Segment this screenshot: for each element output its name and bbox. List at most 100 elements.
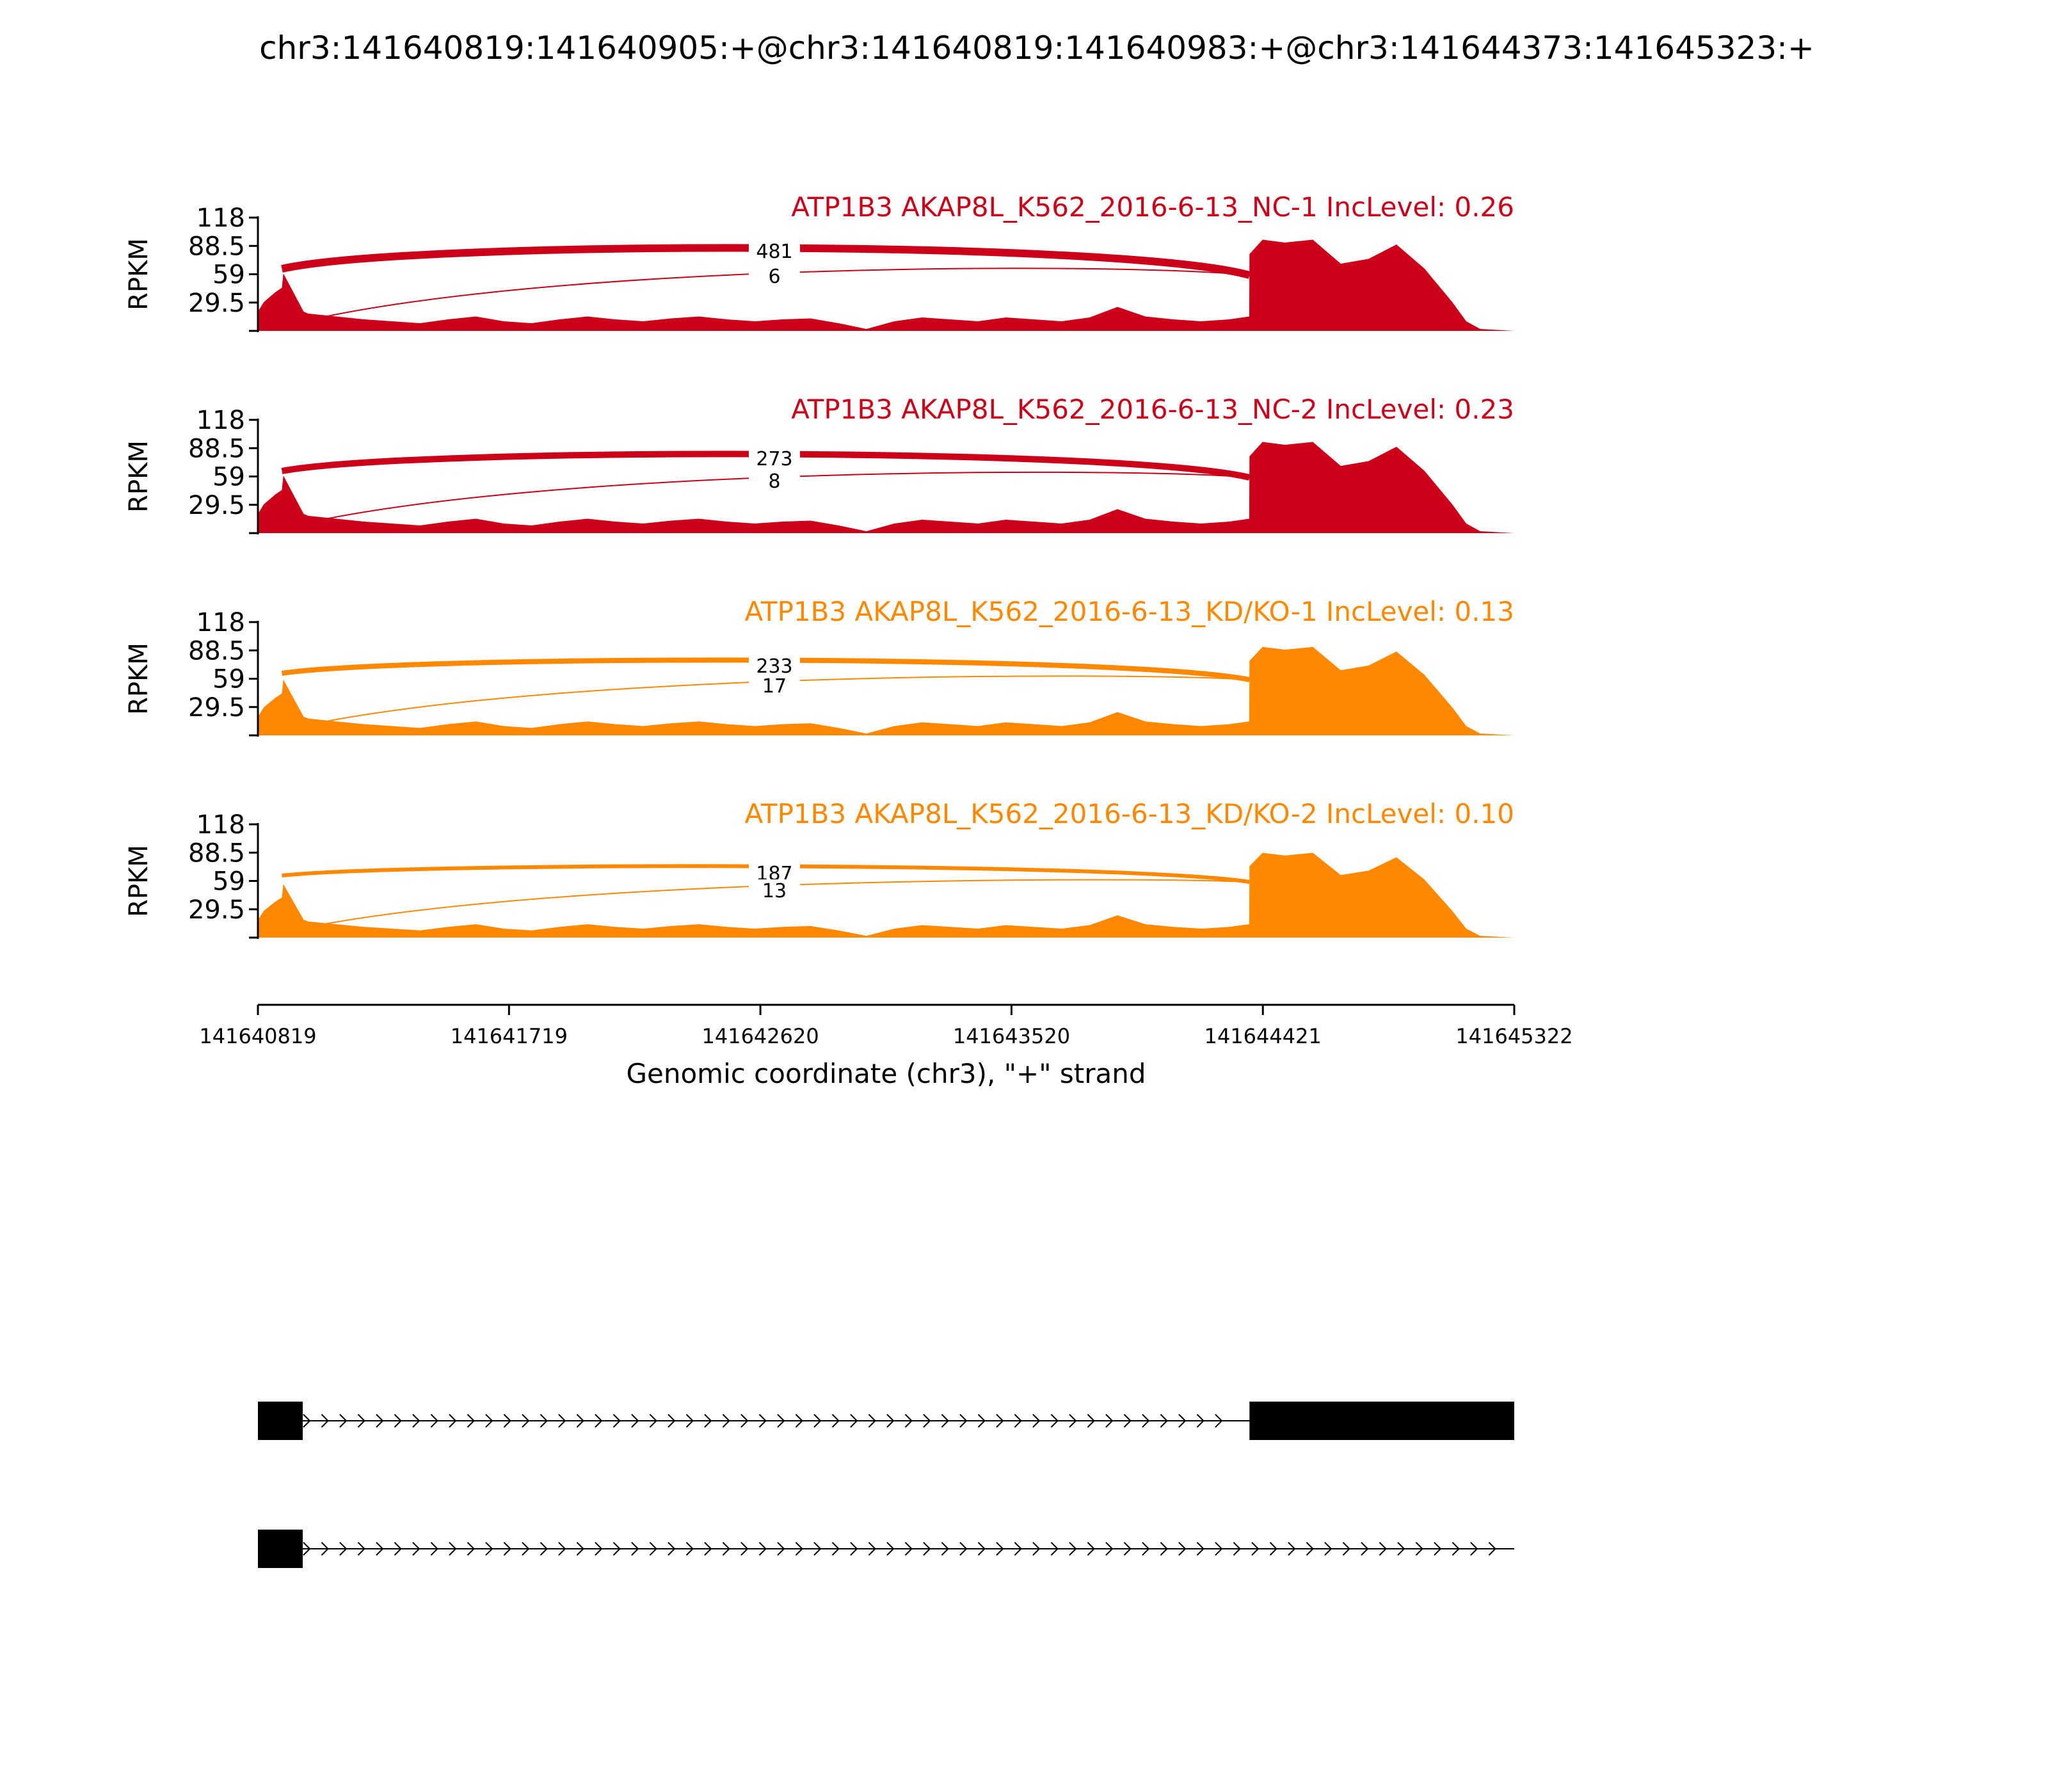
strand-arrow-1-42 [1050, 1414, 1059, 1428]
strand-arrow-1-23 [704, 1414, 712, 1428]
y-tick-label-4-2: 59 [212, 867, 245, 897]
y-tick-label-1-0: 118 [196, 204, 245, 233]
strand-arrow-1-44 [1087, 1414, 1095, 1428]
junction-label-bg-1-1 [749, 240, 800, 264]
junction-label-bg-1-2 [749, 265, 800, 289]
strand-arrow-1-46 [1123, 1414, 1132, 1428]
strand-arrow-1-30 [831, 1414, 840, 1428]
y-tick-label-1-3: 29.5 [188, 289, 245, 318]
strand-arrow-1-37 [959, 1414, 968, 1428]
strand-arrow-2-18 [612, 1542, 621, 1556]
strand-arrow-2-3 [339, 1542, 348, 1556]
y-tick-label-4-3: 29.5 [188, 895, 245, 925]
strand-arrow-2-23 [704, 1542, 712, 1556]
strand-arrow-2-64 [1452, 1542, 1460, 1556]
junction-label-bg-2-2 [749, 470, 800, 494]
strand-arrow-1-51 [1215, 1414, 1223, 1428]
y-tick-label-2-1: 88.5 [188, 434, 245, 463]
strand-arrow-1-22 [685, 1414, 694, 1428]
strand-arrow-2-32 [868, 1542, 876, 1556]
strand-arrow-1-9 [449, 1414, 457, 1428]
junction-label-bg-4-2 [749, 879, 800, 904]
strand-arrow-2-38 [977, 1542, 986, 1556]
strand-arrow-2-42 [1050, 1542, 1059, 1556]
strand-arrow-2-2 [321, 1542, 329, 1556]
strand-arrow-2-47 [1142, 1542, 1150, 1556]
strand-arrow-1-10 [467, 1414, 475, 1428]
strand-arrow-2-14 [540, 1542, 548, 1556]
strand-arrow-1-48 [1160, 1414, 1168, 1428]
strand-arrow-2-57 [1324, 1542, 1332, 1556]
strand-arrow-2-24 [722, 1542, 730, 1556]
strand-arrow-1-7 [412, 1414, 420, 1428]
strand-arrow-1-18 [612, 1414, 621, 1428]
junction-count-2-2: 8 [768, 470, 780, 493]
x-tick-label-1: 141641719 [451, 1024, 568, 1048]
strand-arrow-2-40 [1014, 1542, 1022, 1556]
strand-arrow-1-33 [886, 1414, 895, 1428]
figure-title: chr3:141640819:141640905:+@chr3:14164081… [259, 29, 1814, 67]
y-tick-label-2-0: 118 [196, 406, 245, 435]
strand-arrow-2-48 [1160, 1542, 1168, 1556]
strand-arrow-2-11 [485, 1542, 493, 1556]
strand-arrow-2-17 [595, 1542, 603, 1556]
strand-arrow-2-16 [576, 1542, 584, 1556]
strand-arrow-1-17 [595, 1414, 603, 1428]
y-axis-label-3: RPKM [124, 643, 154, 715]
strand-arrow-1-19 [631, 1414, 639, 1428]
strand-arrow-1-5 [376, 1414, 384, 1428]
strand-arrow-1-47 [1142, 1414, 1150, 1428]
junction-arc-thin-1 [303, 268, 1250, 322]
strand-arrow-2-20 [649, 1542, 657, 1556]
junction-count-1-2: 6 [768, 266, 780, 288]
strand-arrow-2-26 [758, 1542, 767, 1556]
strand-arrow-1-1 [303, 1414, 311, 1428]
strand-arrow-2-59 [1361, 1542, 1369, 1556]
strand-arrow-1-32 [868, 1414, 876, 1428]
strand-arrow-1-49 [1178, 1414, 1187, 1428]
strand-arrow-2-10 [467, 1542, 475, 1556]
strand-arrow-1-41 [1032, 1414, 1041, 1428]
junction-arc-thin-3 [303, 675, 1250, 726]
x-tick-label-0: 141640819 [199, 1024, 316, 1048]
strand-arrow-1-40 [1014, 1414, 1022, 1428]
strand-arrow-2-31 [850, 1542, 858, 1556]
sample-label-1: ATP1B3 AKAP8L_K562_2016-6-13_NC-1 IncLev… [791, 191, 1514, 223]
strand-arrow-1-11 [485, 1414, 493, 1428]
strand-arrow-2-6 [394, 1542, 402, 1556]
strand-arrow-1-38 [977, 1414, 986, 1428]
strand-arrow-2-7 [412, 1542, 420, 1556]
y-tick-label-3-1: 88.5 [188, 636, 245, 666]
x-tick-label-2: 141642620 [701, 1024, 819, 1048]
strand-arrow-2-63 [1434, 1542, 1442, 1556]
coverage-area-1 [258, 239, 1514, 331]
strand-arrow-2-52 [1233, 1542, 1241, 1556]
y-tick-label-2-3: 29.5 [188, 491, 245, 520]
strand-arrow-2-58 [1342, 1542, 1350, 1556]
strand-arrow-2-8 [430, 1542, 438, 1556]
strand-arrow-2-22 [685, 1542, 694, 1556]
strand-arrow-2-65 [1470, 1542, 1478, 1556]
strand-arrow-2-4 [357, 1542, 365, 1556]
strand-arrow-2-56 [1306, 1542, 1314, 1556]
strand-arrow-1-50 [1196, 1414, 1204, 1428]
isoform-2 [258, 1530, 1514, 1568]
strand-arrow-2-53 [1251, 1542, 1260, 1556]
strand-arrow-2-25 [740, 1542, 749, 1556]
y-tick-label-4-1: 88.5 [188, 838, 245, 868]
sample-label-4: ATP1B3 AKAP8L_K562_2016-6-13_KD/KO-2 Inc… [744, 798, 1514, 829]
strand-arrow-2-66 [1488, 1542, 1496, 1556]
strand-arrow-1-4 [357, 1414, 365, 1428]
y-axis-label-4: RPKM [124, 845, 154, 917]
strand-arrow-2-41 [1032, 1542, 1041, 1556]
strand-arrow-1-27 [777, 1414, 785, 1428]
strand-arrow-1-26 [758, 1414, 767, 1428]
junction-label-bg-3-2 [749, 675, 800, 699]
strand-arrow-1-39 [996, 1414, 1004, 1428]
strand-arrow-1-13 [522, 1414, 530, 1428]
exon-1-1 [258, 1402, 303, 1440]
strand-arrow-2-28 [795, 1542, 803, 1556]
junction-count-3-1: 233 [756, 655, 792, 678]
